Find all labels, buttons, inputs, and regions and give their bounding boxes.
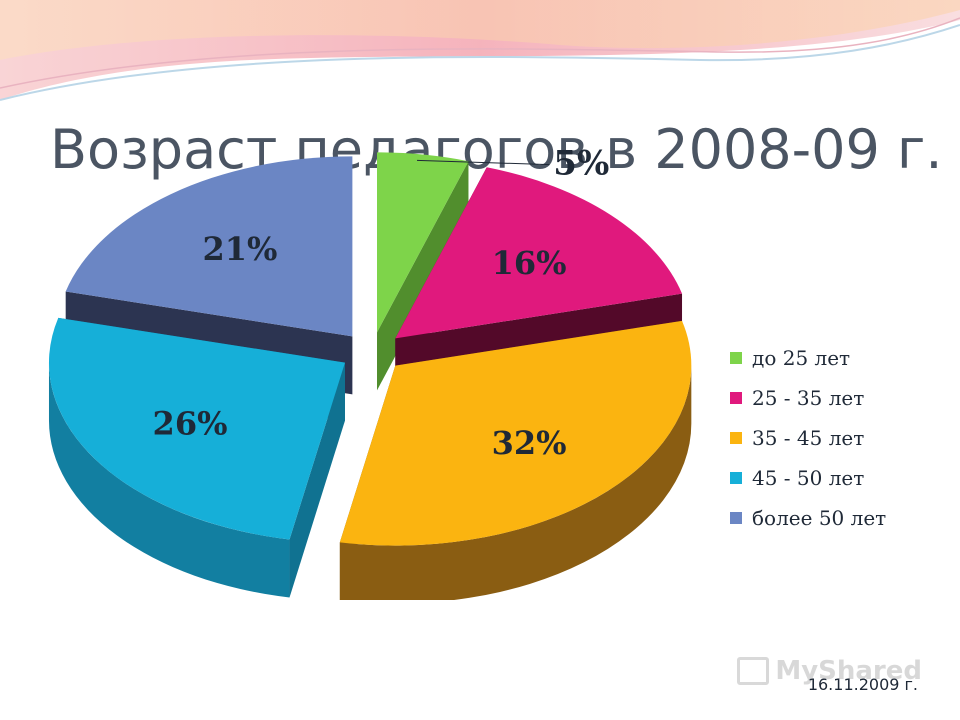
pie-slice-top (339, 320, 692, 546)
pie-slice-side (339, 365, 692, 600)
legend-item: 25 - 35 лет (730, 378, 955, 418)
legend-swatch (730, 352, 742, 364)
pie-slice-top (65, 156, 353, 337)
legend-swatch (730, 432, 742, 444)
legend-label: 45 - 50 лет (752, 466, 865, 490)
pie-slice-wall (289, 362, 345, 598)
footer-date: 16.11.2009 г. (807, 675, 918, 694)
legend-swatch (730, 392, 742, 404)
data-label: 32% (492, 424, 567, 462)
data-label: 5% (553, 144, 609, 184)
chart-legend: до 25 лет 25 - 35 лет 35 - 45 лет 45 - 50 л… (730, 338, 955, 538)
watermark: MyShared (737, 656, 922, 686)
legend-swatch (730, 512, 742, 524)
legend-label: более 50 лет (752, 506, 887, 530)
data-label: 16% (492, 244, 567, 282)
legend-item: 45 - 50 лет (730, 458, 955, 498)
pie-slice-side (48, 362, 290, 598)
legend-label: до 25 лет (752, 346, 851, 370)
legend-swatch (730, 472, 742, 484)
watermark-text: MyShared (775, 656, 922, 686)
legend-label: 25 - 35 лет (752, 386, 865, 410)
header-decoration (0, 0, 960, 101)
legend-label: 35 - 45 лет (752, 426, 865, 450)
pie-slice-3 (339, 320, 692, 600)
data-label: 26% (153, 404, 228, 442)
legend-item: 35 - 45 лет (730, 418, 955, 458)
pie-chart: 5% 16% 32% 26% 21% (48, 144, 692, 600)
pie-slice-top (377, 152, 469, 333)
pie-slice-top (48, 317, 345, 540)
legend-item: более 50 лет (730, 498, 955, 538)
pie-slice-4 (48, 317, 345, 598)
data-label: 21% (202, 230, 277, 268)
leader-line (416, 159, 550, 166)
pie-slice-top (395, 167, 683, 339)
legend-item: до 25 лет (730, 338, 955, 378)
watermark-icon (737, 657, 770, 685)
